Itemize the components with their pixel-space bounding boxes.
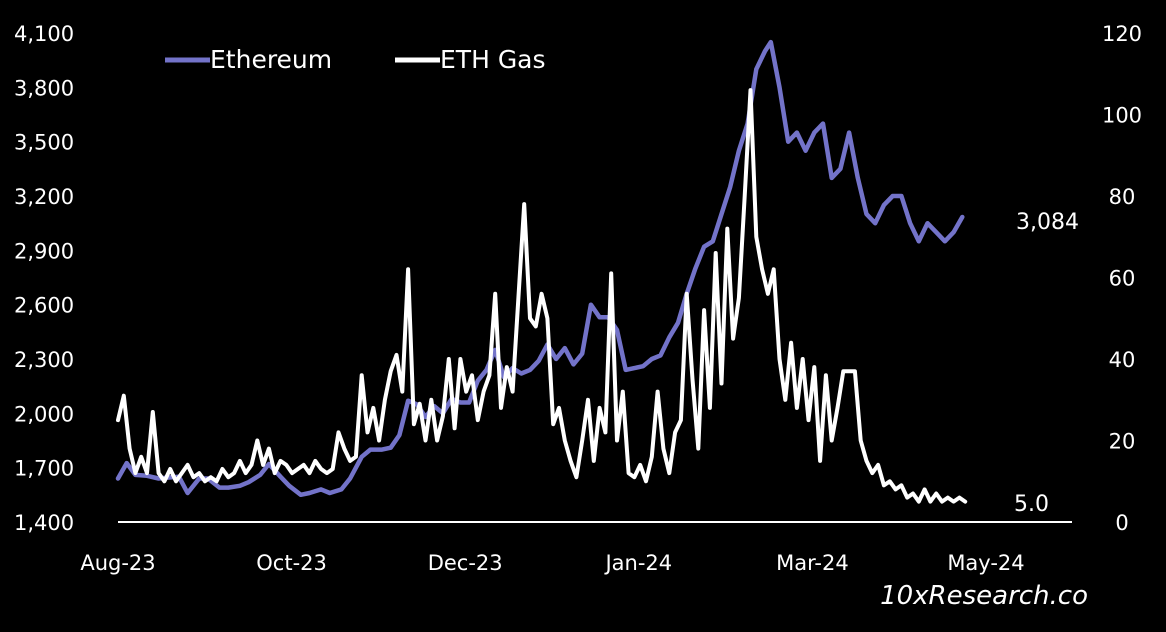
right-tick-label: 60 <box>1109 267 1136 291</box>
right-tick-label: 100 <box>1102 104 1142 128</box>
left-axis-ticks: 1,400 1,700 2,000 2,300 2,600 2,900 3,200 3,500… <box>14 22 74 535</box>
right-axis-ticks: 0 20 40 60 80 100 120 <box>1102 22 1142 535</box>
x-tick-label: May-24 <box>947 551 1024 575</box>
series-line-eth-gas <box>116 88 968 504</box>
left-tick-label: 1,700 <box>14 457 74 481</box>
right-tick-label: 120 <box>1102 22 1142 46</box>
left-tick-label: 2,900 <box>14 239 74 263</box>
x-tick-label: Oct-23 <box>256 551 327 575</box>
right-tick-label: 80 <box>1109 185 1136 209</box>
x-tick-label: Dec-23 <box>428 551 503 575</box>
right-tick-label: 20 <box>1109 430 1136 454</box>
left-tick-label: 2,300 <box>14 348 74 372</box>
left-tick-label: 2,600 <box>14 294 74 318</box>
right-tick-label: 40 <box>1109 348 1136 372</box>
legend-label-eth-gas: ETH Gas <box>440 45 546 74</box>
right-tick-label: 0 <box>1115 511 1128 535</box>
end-label-ethereum: 3,084 <box>1016 210 1079 235</box>
left-tick-label: 3,200 <box>14 185 74 209</box>
legend: Ethereum ETH Gas <box>165 45 546 74</box>
left-tick-label: 3,800 <box>14 76 74 100</box>
x-tick-label: Mar-24 <box>776 551 849 575</box>
x-axis-ticks: Aug-23 Oct-23 Dec-23 Jan-24 Mar-24 May-24 <box>80 551 1024 575</box>
left-tick-label: 2,000 <box>14 402 74 426</box>
x-tick-label: Aug-23 <box>80 551 155 575</box>
x-tick-label: Jan-24 <box>603 551 672 575</box>
left-tick-label: 1,400 <box>14 511 74 535</box>
watermark: 10xResearch.co <box>880 581 1088 611</box>
legend-label-ethereum: Ethereum <box>210 45 332 74</box>
end-label-eth-gas: 5.0 <box>1014 492 1049 517</box>
left-tick-label: 3,500 <box>14 131 74 155</box>
left-tick-label: 4,100 <box>14 22 74 46</box>
